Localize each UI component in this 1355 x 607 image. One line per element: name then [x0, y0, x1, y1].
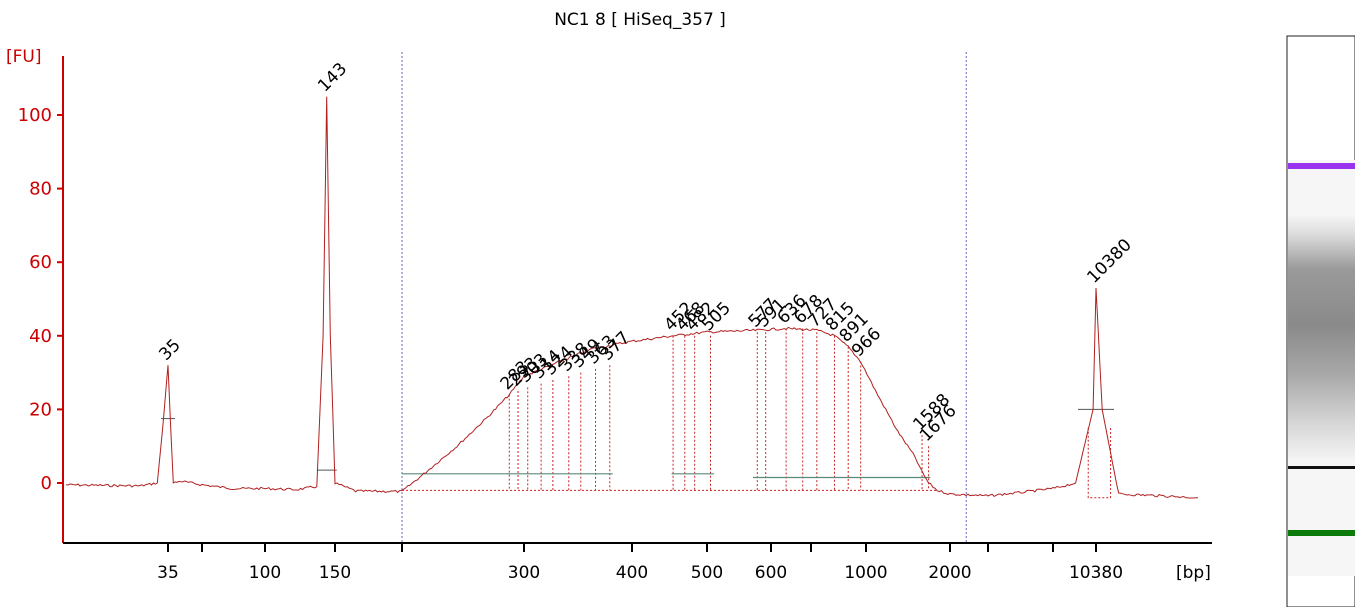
x-axis-label: [bp]: [1176, 563, 1211, 583]
peak-labels: 3514328329330331432433834936337745246848…: [155, 59, 1135, 446]
y-axis-ticks: 0 20 40 60 80 100: [18, 105, 63, 494]
x-tick-label: 2000: [928, 563, 971, 583]
x-tick-label: 1000: [844, 563, 887, 583]
gel-band-upper-marker: [1288, 163, 1355, 169]
chart-title: NC1 8 [ HiSeq_357 ]: [554, 10, 726, 30]
gel-lane: [1286, 35, 1355, 607]
peak-boundaries: [161, 328, 1114, 499]
x-tick-label: 150: [319, 563, 351, 583]
x-tick-label: 300: [508, 563, 540, 583]
y-tick-label: 40: [29, 326, 52, 347]
x-tick-label: 100: [249, 563, 281, 583]
y-tick-label: 0: [41, 473, 52, 494]
electropherogram-trace: [65, 96, 1199, 499]
upper-marker-box: [1087, 427, 1112, 499]
x-tick-label: 10380: [1069, 563, 1123, 583]
y-axis-label: [FU]: [6, 47, 42, 67]
x-tick-label: 35: [157, 563, 179, 583]
x-tick-label: 500: [691, 563, 723, 583]
y-tick-label: 80: [29, 179, 52, 200]
gel-band-143: [1288, 466, 1355, 469]
y-tick-label: 20: [29, 399, 52, 420]
peak-label: 35: [155, 335, 184, 364]
x-tick-label: 600: [755, 563, 787, 583]
region-markers: [401, 52, 967, 543]
trace-group: [65, 96, 1199, 499]
y-tick-label: 60: [29, 252, 52, 273]
y-tick-label: 100: [18, 105, 52, 126]
peak-label: 10380: [1083, 235, 1135, 287]
x-axis-ticks: 35 100 150 300 400 500 600 1000 2000 10380: [157, 543, 1123, 583]
gel-band-lower-marker: [1288, 530, 1355, 536]
peak-label: 143: [314, 59, 351, 96]
gel-smear: [1288, 215, 1355, 460]
x-tick-label: 400: [616, 563, 648, 583]
